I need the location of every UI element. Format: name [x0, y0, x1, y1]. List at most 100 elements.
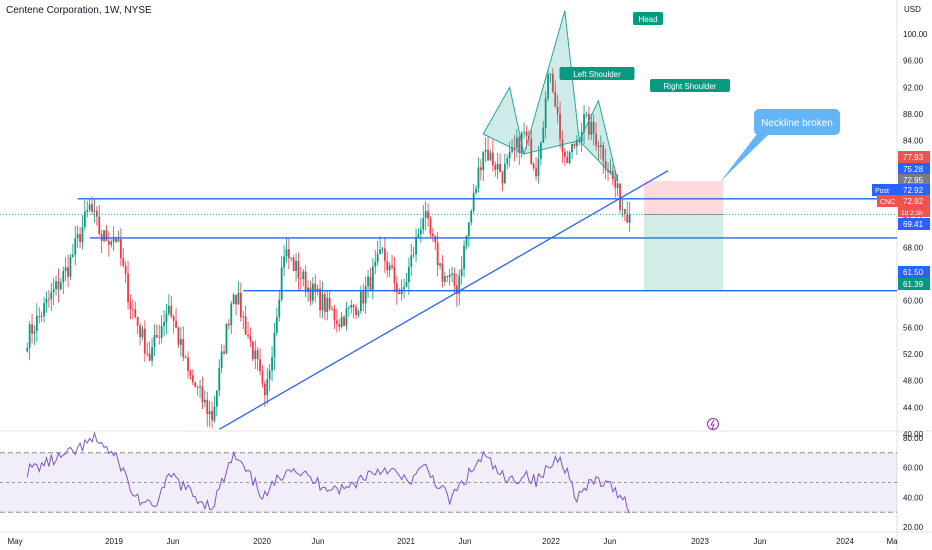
candle-body	[81, 227, 84, 243]
left-shoulder-label: Left Shoulder	[559, 67, 635, 80]
ascending-trendline	[218, 170, 669, 430]
candle-body	[623, 209, 626, 214]
candle-body	[79, 234, 81, 243]
candle-body	[237, 292, 240, 305]
rsi-tick-label: 20.00	[903, 523, 924, 532]
right-shoulder-shape	[578, 99, 619, 183]
price-tag-value: 77.93	[903, 153, 924, 162]
candle-body	[448, 274, 451, 278]
candle-body	[112, 238, 115, 242]
candle-body	[508, 151, 511, 159]
candle-body	[263, 383, 266, 396]
candle-body	[230, 303, 233, 326]
left-shoulder-label-text: Left Shoulder	[573, 70, 621, 79]
candle-body	[475, 188, 477, 193]
candle-body	[537, 159, 540, 177]
candle-body	[115, 238, 117, 242]
callout-pointer	[720, 134, 769, 182]
candle-body	[465, 235, 468, 246]
candle-body	[539, 142, 542, 160]
candle-body	[429, 218, 432, 234]
candle-body	[247, 334, 249, 337]
right-shoulder-label: Right Shoulder	[650, 79, 730, 92]
candle-body	[119, 239, 122, 259]
position-stop-zone	[644, 181, 724, 215]
candle-body	[165, 313, 168, 322]
candle-body	[271, 356, 273, 371]
candle-body	[489, 152, 492, 161]
candle-body	[251, 341, 254, 360]
price-tick-label: 88.00	[903, 110, 924, 119]
candle-body	[391, 265, 393, 268]
candle-body	[434, 236, 437, 243]
symbol-title: Centene Corporation, 1W, NYSE	[6, 5, 152, 16]
candle-body	[443, 276, 446, 282]
candle-body	[453, 273, 456, 286]
time-axis-label: Ma	[886, 537, 898, 546]
price-tag-value: 72.92	[903, 197, 924, 206]
candle-body	[415, 236, 417, 255]
candle-body	[628, 214, 631, 223]
time-axis-label: Jun	[312, 537, 325, 546]
candle-body	[117, 239, 120, 242]
candle-body	[311, 283, 314, 301]
candle-body	[383, 248, 386, 262]
candle-body	[532, 163, 535, 169]
lightning-icon-ring	[707, 418, 719, 430]
candle-body	[249, 336, 252, 342]
rsi-pane: 80.00 60.00 40.00 20.00	[0, 431, 924, 532]
price-tick-label: 96.00	[903, 57, 924, 66]
candle-body	[335, 320, 338, 325]
candle-body	[151, 347, 153, 361]
candle-body	[357, 311, 360, 316]
lightning-icon	[707, 418, 719, 430]
candle-body	[35, 315, 38, 332]
candle-body	[331, 309, 333, 310]
candle-body	[626, 213, 629, 223]
candle-body	[386, 261, 389, 271]
callout-text: Neckline broken	[761, 118, 833, 129]
candle-body	[273, 332, 276, 357]
candle-body	[381, 248, 384, 250]
candle-body	[40, 316, 43, 317]
candle-body	[139, 325, 141, 338]
candle-body	[506, 158, 509, 164]
candle-body	[201, 386, 204, 403]
candle-body	[587, 113, 590, 135]
candle-body	[299, 278, 302, 280]
candle-body	[266, 379, 269, 396]
right-shoulder-label-bg	[650, 79, 730, 92]
candle-body	[304, 271, 307, 292]
candle-body	[28, 324, 31, 348]
rsi-tick-label: 80.00	[903, 434, 924, 443]
candle-body	[136, 317, 139, 326]
candle-body	[460, 269, 463, 276]
time-axis-label: May	[7, 537, 22, 546]
candle-body	[275, 317, 278, 333]
candle-body	[604, 161, 607, 170]
candle-body	[235, 294, 237, 305]
price-tag-prefix: Post	[875, 188, 889, 195]
candle-body	[455, 285, 458, 295]
candle-body	[362, 291, 365, 304]
time-axis-label: 2020	[253, 537, 271, 546]
candle-body	[371, 266, 374, 290]
candle-body	[592, 121, 595, 134]
candle-body	[52, 289, 55, 293]
candle-body	[482, 151, 485, 171]
price-tag-value: 75.28	[903, 165, 924, 174]
time-axis-label: Jun	[754, 537, 767, 546]
candle-body	[547, 74, 549, 99]
candle-body	[388, 265, 391, 271]
price-tag-prefix: CNC	[880, 199, 895, 206]
candle-body	[153, 334, 156, 348]
price-tag-bg	[898, 266, 930, 278]
candle-body	[551, 73, 554, 92]
currency-label: USD	[904, 5, 921, 14]
candle-body	[74, 238, 77, 255]
candle-body	[307, 287, 309, 292]
candle-body	[314, 283, 317, 293]
price-tag-value: 61.50	[903, 268, 924, 277]
candle-body	[395, 283, 398, 293]
